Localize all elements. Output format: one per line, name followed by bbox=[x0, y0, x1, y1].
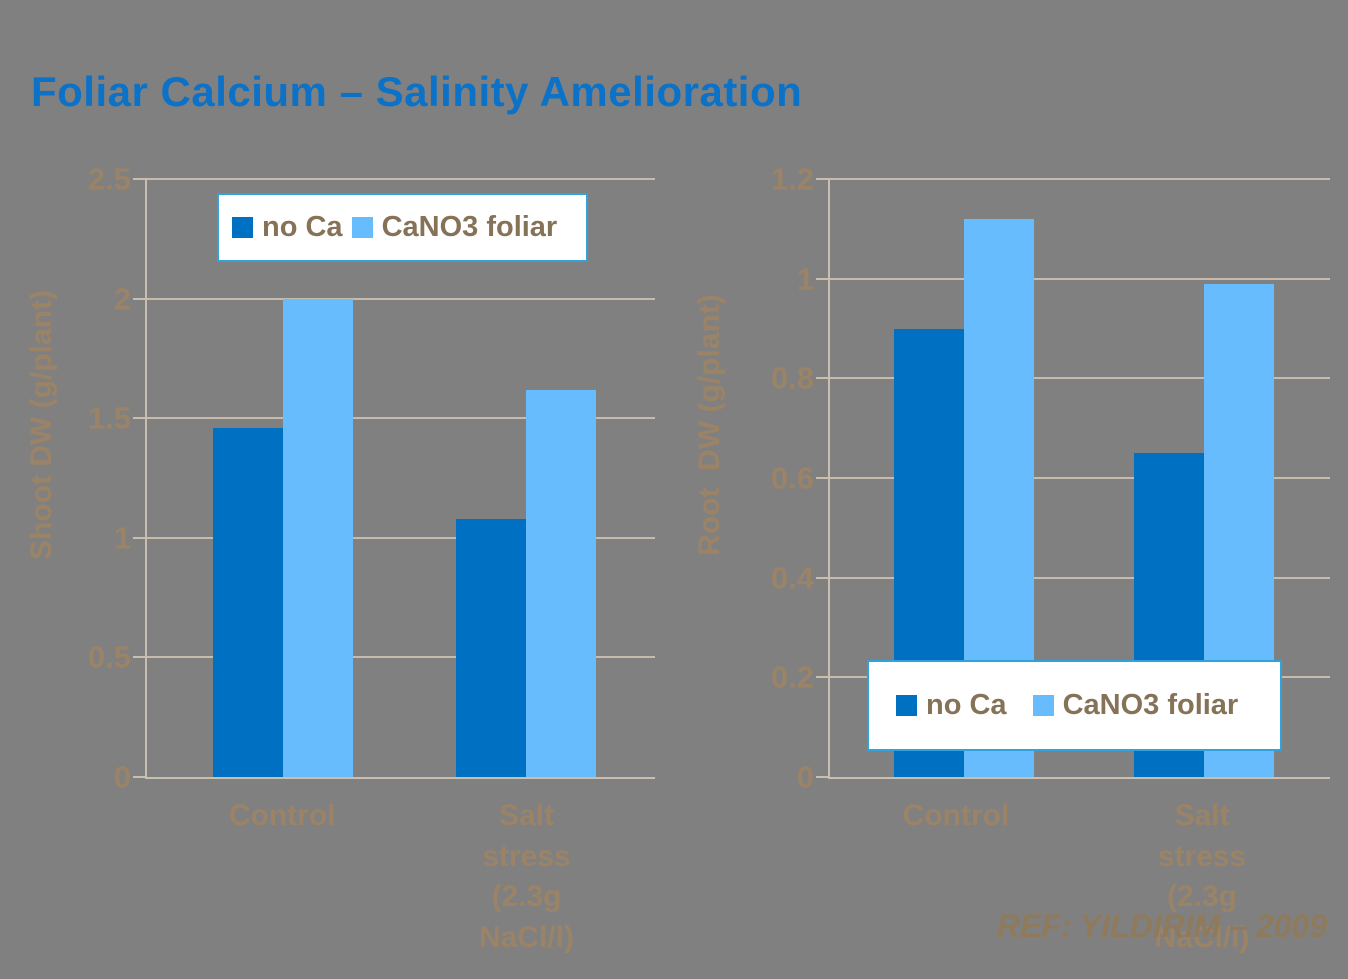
bar-cano3-foliar-group-0 bbox=[282, 298, 353, 777]
bar-cano3-foliar-group-1 bbox=[526, 389, 597, 777]
gridline bbox=[830, 377, 1330, 380]
y-axis-tick-label: 1 bbox=[113, 520, 131, 556]
root-category-label-control: Control bbox=[902, 799, 1010, 832]
y-axis-tick-mark bbox=[133, 417, 147, 420]
y-axis-tick-label: 0.8 bbox=[770, 360, 814, 396]
gridline bbox=[830, 576, 1330, 579]
gridline bbox=[147, 178, 655, 180]
gridline bbox=[830, 178, 1330, 180]
gridline bbox=[147, 297, 655, 300]
root-dw-y-axis-title: Root DW (g/plant) bbox=[693, 294, 726, 556]
no-ca-swatch-icon bbox=[896, 695, 917, 716]
y-axis-tick-label: 0.2 bbox=[770, 659, 814, 695]
gridline bbox=[147, 536, 655, 539]
y-axis-tick-label: 1.5 bbox=[87, 400, 131, 436]
legend-label-no-ca: no Ca bbox=[926, 689, 1007, 721]
y-axis-tick-mark bbox=[133, 297, 147, 300]
shoot-dw-y-axis-title: Shoot DW (g/plant) bbox=[25, 290, 58, 560]
gridline bbox=[830, 277, 1330, 280]
y-axis-tick-label: 2 bbox=[113, 281, 131, 317]
root-dw-legend: no Ca CaNO3 foliar bbox=[867, 660, 1282, 751]
y-axis-tick-mark bbox=[133, 776, 147, 778]
gridline bbox=[830, 477, 1330, 479]
cano3-swatch-icon bbox=[351, 217, 373, 238]
y-axis-tick-mark bbox=[816, 676, 830, 679]
bar-no-ca-group-1 bbox=[456, 518, 527, 777]
cano3-swatch-icon bbox=[1032, 695, 1054, 716]
no-ca-swatch-icon bbox=[232, 217, 253, 238]
y-axis-tick-label: 1 bbox=[796, 261, 814, 297]
y-axis-tick-label: 0 bbox=[113, 759, 131, 795]
legend-item-no-ca: no Ca bbox=[896, 689, 1007, 722]
root-dw-chart: 0 0.2 0.4 0.6 0.8 1 1.2 Root DW (g/plant) Cont… bbox=[693, 164, 1330, 954]
legend-item-cano3: CaNO3 foliar bbox=[351, 211, 558, 244]
bar-no-ca-group-0 bbox=[212, 427, 283, 777]
root-category-label-salt-stress: Salt stress (2.3g NaCl/l) bbox=[1154, 799, 1250, 954]
y-axis-tick-label: 2.5 bbox=[87, 161, 131, 197]
shoot-dw-legend: no Ca CaNO3 foliar bbox=[217, 193, 588, 262]
legend-label-no-ca: no Ca bbox=[262, 211, 343, 243]
y-axis-tick-mark bbox=[133, 656, 147, 659]
shoot-dw-chart: 0 0.5 1 1.5 2 2.5 Shoot DW (g/plant) Control … bbox=[25, 164, 655, 954]
shoot-category-label-salt-stress: Salt stress (2.3g NaCl/l) bbox=[478, 799, 574, 954]
y-axis-tick-mark bbox=[816, 576, 830, 579]
shoot-dw-plot-area: 0 0.5 1 1.5 2 2.5 bbox=[88, 164, 655, 793]
y-axis-tick-mark bbox=[816, 377, 830, 380]
legend-item-no-ca: no Ca bbox=[232, 211, 343, 244]
y-axis-tick-mark bbox=[133, 536, 147, 539]
y-axis-tick-mark bbox=[816, 477, 830, 479]
y-axis-tick-mark bbox=[816, 277, 830, 280]
y-axis-tick-label: 1.2 bbox=[770, 161, 814, 197]
legend-label-cano3: CaNO3 foliar bbox=[381, 211, 558, 243]
y-axis-tick-label: 0.4 bbox=[770, 560, 814, 596]
slide-title: Foliar Calcium – Salinity Amelioration bbox=[31, 68, 803, 115]
reference-citation: REF: YILDIRIM – 2009 bbox=[996, 908, 1327, 944]
gridline bbox=[147, 417, 655, 420]
legend-label-cano3: CaNO3 foliar bbox=[1062, 689, 1239, 721]
y-axis-tick-label: 0.6 bbox=[770, 460, 814, 496]
y-axis-tick-label: 0 bbox=[796, 759, 814, 795]
legend-item-cano3: CaNO3 foliar bbox=[1032, 689, 1239, 722]
shoot-category-label-control: Control bbox=[228, 799, 336, 832]
gridline bbox=[147, 656, 655, 659]
y-axis-tick-mark bbox=[133, 178, 147, 180]
y-axis-tick-mark bbox=[816, 178, 830, 180]
y-axis-tick-mark bbox=[816, 776, 830, 778]
y-axis-tick-label: 0.5 bbox=[87, 639, 131, 675]
